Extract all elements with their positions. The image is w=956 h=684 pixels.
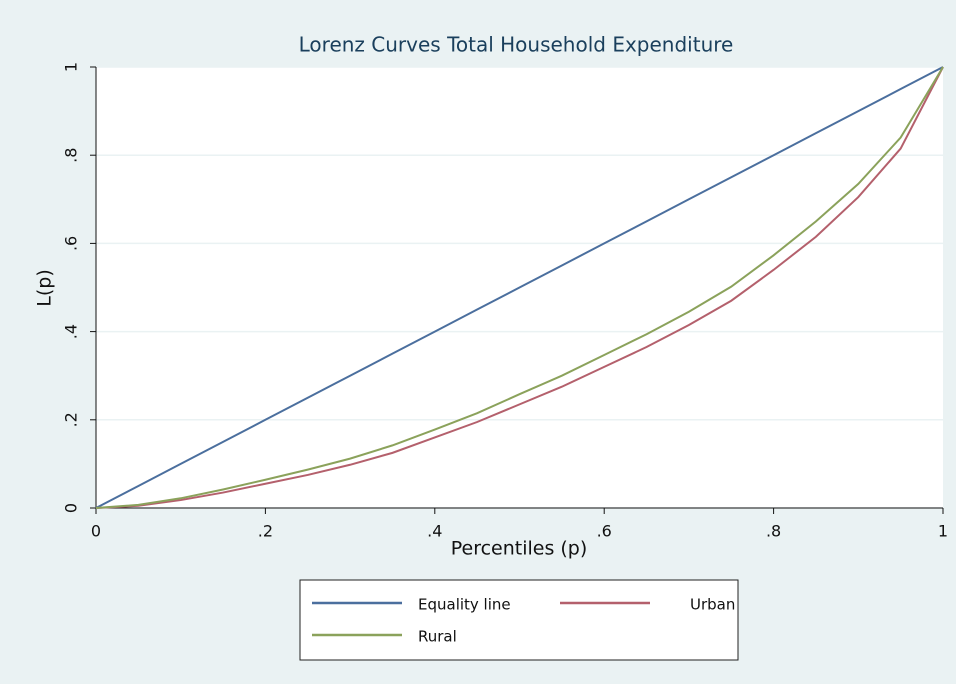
x-axis-label: Percentiles (p)	[451, 538, 588, 560]
y-tick-label: 1	[62, 62, 81, 72]
legend-label: Rural	[418, 628, 457, 646]
legend-label: Equality line	[418, 596, 511, 614]
y-tick-label: .2	[62, 412, 81, 427]
legend	[299, 579, 739, 661]
x-tick-label: .6	[597, 522, 612, 541]
legend-label: Urban	[690, 596, 735, 614]
x-tick-label: 0	[91, 522, 101, 541]
series-line	[95, 66, 944, 509]
x-tick-label: .2	[258, 522, 273, 541]
y-tick-label: .4	[62, 324, 81, 339]
x-tick-label: .4	[427, 522, 442, 541]
series-line	[95, 66, 944, 509]
chart-title: Lorenz Curves Total Household Expenditur…	[299, 33, 734, 57]
y-tick-label: 0	[62, 503, 81, 513]
x-tick-label: 1	[938, 522, 948, 541]
series-line	[95, 66, 944, 509]
y-tick-label: .6	[62, 236, 81, 251]
y-axis-label: L(p)	[34, 269, 56, 306]
x-tick-label: .8	[766, 522, 781, 541]
y-tick-label: .8	[62, 148, 81, 163]
